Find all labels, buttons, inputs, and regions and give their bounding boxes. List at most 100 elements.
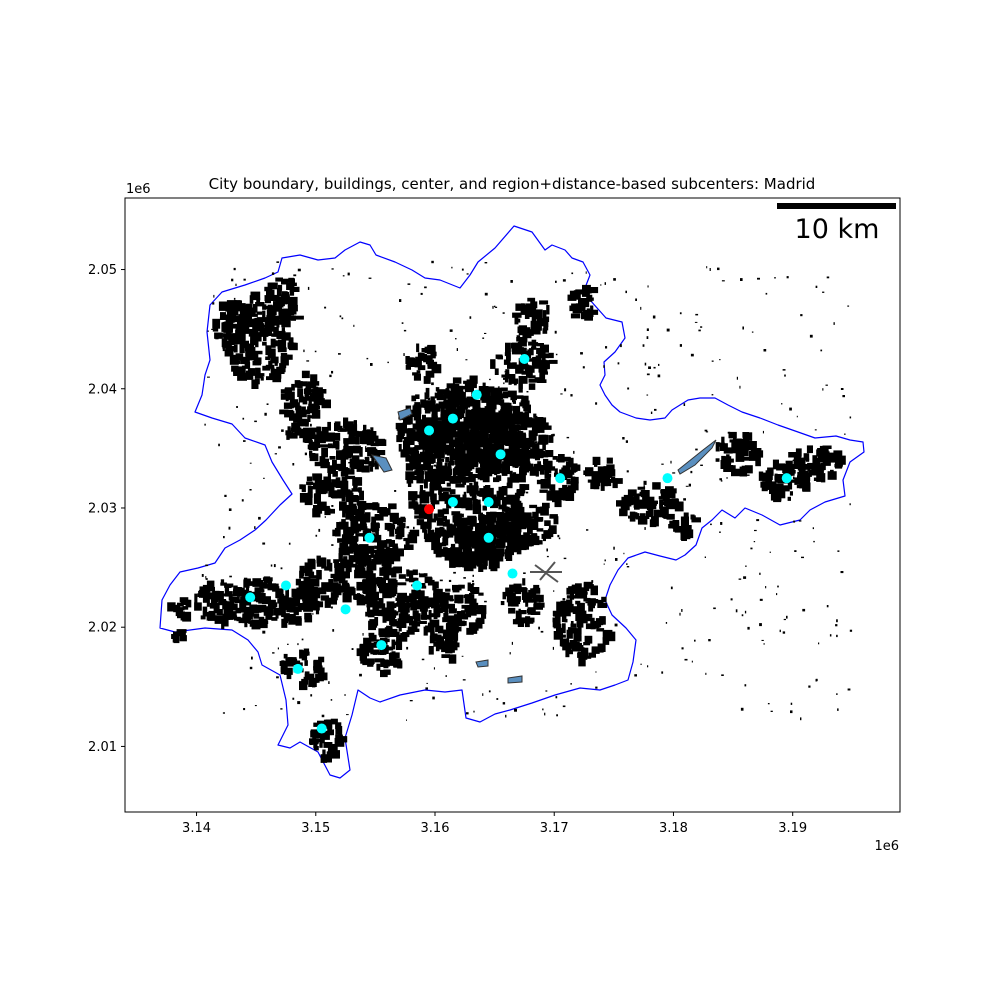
building (167, 602, 176, 612)
building (577, 627, 582, 635)
building (708, 639, 711, 642)
building (578, 300, 586, 309)
building (367, 554, 369, 557)
building (731, 465, 736, 470)
building (300, 381, 308, 387)
building (482, 693, 484, 696)
building (417, 470, 423, 479)
building (512, 584, 521, 589)
building (269, 352, 276, 358)
building (342, 509, 346, 518)
building (382, 588, 392, 599)
building (602, 629, 613, 640)
building (270, 564, 273, 567)
building (593, 459, 600, 465)
building (277, 284, 283, 291)
building (400, 449, 409, 458)
building (773, 495, 782, 503)
building (526, 358, 536, 362)
building (571, 478, 578, 483)
building (830, 469, 834, 480)
building (659, 499, 663, 509)
building (511, 516, 522, 525)
building (266, 403, 269, 405)
building (794, 550, 797, 552)
building (367, 661, 374, 667)
building (431, 382, 434, 386)
building (470, 551, 477, 556)
building (566, 436, 570, 439)
building (218, 443, 220, 447)
building (519, 338, 528, 343)
building (620, 344, 622, 348)
building (680, 516, 689, 527)
building (592, 471, 600, 481)
building (483, 449, 494, 458)
building (349, 517, 355, 521)
building (423, 376, 431, 384)
building (587, 297, 594, 301)
building (344, 694, 346, 696)
building (533, 584, 540, 592)
building (753, 541, 756, 543)
building (309, 595, 317, 601)
building (740, 707, 744, 711)
building (588, 309, 599, 315)
building (396, 428, 398, 431)
building (254, 705, 257, 707)
building (502, 461, 511, 466)
building (387, 524, 393, 532)
building (483, 439, 493, 450)
building (497, 386, 500, 388)
building (477, 490, 481, 493)
building (387, 580, 398, 588)
building (770, 710, 773, 712)
building (448, 423, 458, 430)
building (808, 685, 811, 688)
building (330, 718, 338, 725)
building (278, 595, 288, 601)
building (515, 303, 526, 311)
building (436, 517, 444, 521)
building (337, 430, 340, 432)
building (451, 391, 459, 400)
building (334, 737, 345, 747)
building (456, 391, 464, 398)
building (826, 605, 829, 608)
building (212, 590, 220, 601)
building (531, 385, 534, 387)
building (405, 454, 411, 462)
building (379, 648, 388, 654)
x-tick-label: 3.17 (540, 821, 569, 836)
building (331, 505, 334, 507)
building (789, 462, 793, 465)
building (576, 592, 585, 599)
building (451, 266, 453, 269)
building (554, 499, 562, 508)
building (359, 567, 366, 577)
building (363, 424, 367, 432)
building (409, 700, 413, 702)
building (419, 596, 429, 607)
building (359, 552, 369, 562)
building (401, 322, 404, 324)
building (694, 321, 698, 323)
building (463, 613, 469, 620)
building (233, 589, 241, 597)
building (480, 426, 482, 428)
building (583, 592, 588, 602)
building (499, 530, 505, 540)
building (665, 501, 676, 510)
building (266, 315, 271, 320)
building (338, 547, 347, 556)
building (786, 615, 788, 619)
building (222, 342, 229, 348)
building (521, 453, 527, 460)
building (597, 602, 608, 608)
building (299, 570, 304, 579)
building (228, 333, 232, 341)
building (442, 515, 447, 522)
building (437, 552, 439, 554)
building (498, 504, 504, 510)
building (502, 702, 506, 705)
